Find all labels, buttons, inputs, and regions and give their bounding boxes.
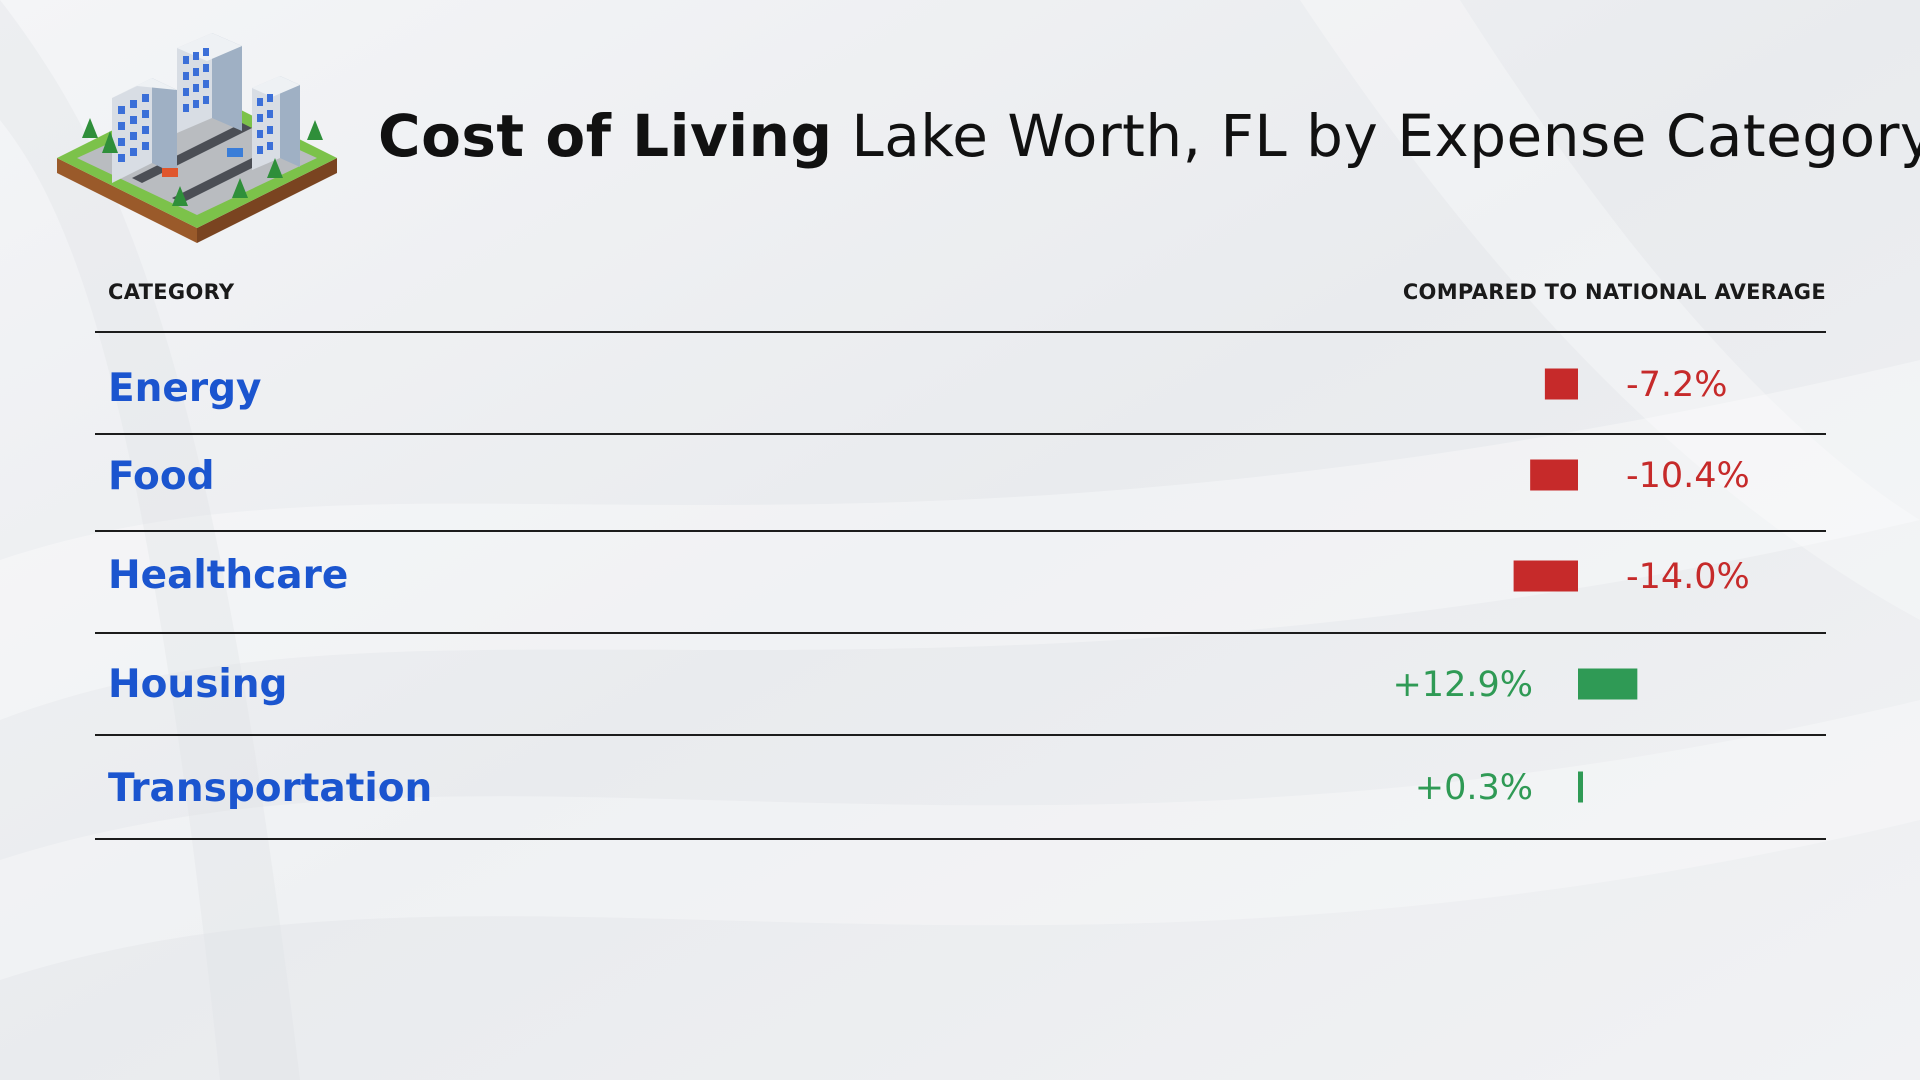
row-divider (95, 530, 1826, 532)
city-buildings-icon (57, 33, 337, 243)
bar-healthcare (1513, 560, 1578, 592)
page-title: Cost of Living Lake Worth, FL by Expense… (378, 102, 1920, 170)
category-label-food: Food (108, 454, 215, 499)
value-label-housing: +12.9% (1392, 665, 1533, 705)
bar-food (1530, 459, 1578, 491)
header-divider (95, 331, 1826, 333)
category-label-transportation: Transportation (108, 766, 433, 811)
title-strong: Cost of Living (378, 102, 833, 170)
value-label-healthcare: -14.0% (1626, 557, 1750, 597)
column-header-category: CATEGORY (108, 280, 235, 304)
category-label-healthcare: Healthcare (108, 553, 349, 598)
column-header-compare: COMPARED TO NATIONAL AVERAGE (1402, 280, 1826, 304)
value-label-transportation: +0.3% (1415, 768, 1533, 808)
row-divider (95, 838, 1826, 840)
bar-energy (1544, 368, 1578, 400)
title-rest: Lake Worth, FL by Expense Category (851, 102, 1920, 170)
value-label-food: -10.4% (1626, 456, 1750, 496)
bar-transportation (1578, 771, 1583, 803)
category-label-housing: Housing (108, 662, 288, 707)
category-label-energy: Energy (108, 366, 262, 411)
row-divider (95, 632, 1826, 634)
bar-housing (1578, 668, 1638, 700)
value-label-energy: -7.2% (1626, 365, 1728, 405)
row-divider (95, 734, 1826, 736)
row-divider (95, 433, 1826, 435)
